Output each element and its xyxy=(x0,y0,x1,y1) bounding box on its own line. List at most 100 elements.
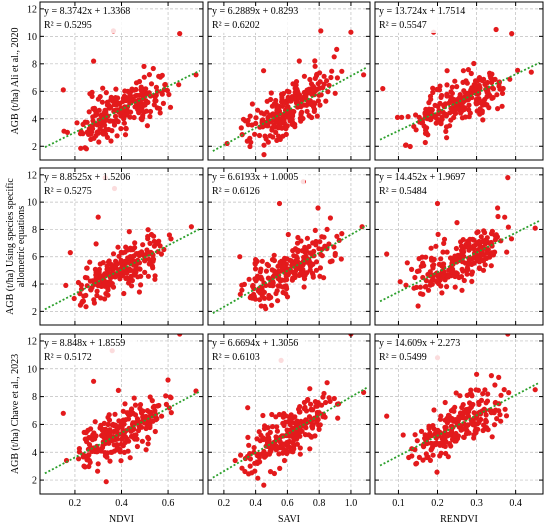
data-point xyxy=(430,423,436,429)
r2-label: R² = 0.6202 xyxy=(212,20,260,31)
data-point xyxy=(257,269,263,275)
data-point xyxy=(272,270,278,276)
data-point xyxy=(490,252,496,258)
data-point xyxy=(437,83,443,89)
data-point xyxy=(478,234,484,240)
data-point xyxy=(277,444,283,450)
data-point xyxy=(426,108,432,115)
data-point xyxy=(469,236,475,242)
data-point xyxy=(304,108,310,114)
data-point xyxy=(444,249,450,255)
data-point xyxy=(241,281,247,287)
data-point xyxy=(329,68,335,74)
data-point xyxy=(480,117,486,123)
data-point xyxy=(328,74,334,81)
data-point xyxy=(334,233,340,239)
data-point xyxy=(296,409,302,415)
data-point xyxy=(131,114,137,121)
point-group xyxy=(224,28,367,158)
data-point xyxy=(436,87,443,93)
data-point xyxy=(122,434,129,440)
data-point xyxy=(403,282,409,288)
data-point xyxy=(119,262,125,268)
data-point xyxy=(141,63,147,69)
data-point xyxy=(469,393,475,399)
data-point xyxy=(486,91,492,97)
data-point xyxy=(339,231,345,237)
data-point xyxy=(148,409,154,415)
data-point xyxy=(325,89,331,95)
data-point xyxy=(437,453,443,459)
data-point xyxy=(176,82,182,88)
data-point xyxy=(293,79,300,85)
y-tick-label: 10 xyxy=(27,198,37,209)
data-point xyxy=(420,442,426,448)
data-point xyxy=(484,239,490,245)
data-point xyxy=(323,399,329,406)
data-point xyxy=(468,70,474,77)
data-point xyxy=(256,286,262,292)
data-point xyxy=(474,230,480,236)
data-point xyxy=(126,229,132,235)
data-point xyxy=(265,432,271,438)
panel-r1-c0: y = 8.8525x + 1.5206 R² = 0.5275 2 4 6 8 10 12 xyxy=(27,167,204,326)
data-point xyxy=(90,114,96,120)
data-point xyxy=(466,114,472,120)
data-point xyxy=(252,131,258,137)
data-point xyxy=(99,426,105,432)
data-point xyxy=(255,475,261,481)
data-point xyxy=(141,74,147,80)
data-point xyxy=(139,438,145,444)
data-point xyxy=(122,401,128,407)
data-point xyxy=(115,244,121,250)
data-point xyxy=(83,430,89,436)
data-point xyxy=(294,86,300,92)
data-point xyxy=(482,96,488,102)
data-point xyxy=(261,426,268,432)
data-point xyxy=(131,395,137,401)
data-point xyxy=(122,269,128,275)
data-point xyxy=(188,224,194,230)
data-point xyxy=(60,410,66,416)
data-point xyxy=(483,400,489,406)
data-point xyxy=(489,85,495,91)
data-point xyxy=(319,253,325,259)
data-point xyxy=(259,258,265,264)
data-point xyxy=(131,87,137,93)
data-point xyxy=(433,120,439,126)
y-tick-label: 4 xyxy=(32,114,37,125)
data-point xyxy=(285,231,291,238)
data-point xyxy=(293,428,299,434)
data-point xyxy=(452,284,458,290)
data-point xyxy=(488,75,494,82)
data-point xyxy=(76,449,82,455)
data-point xyxy=(101,431,107,437)
data-point xyxy=(271,257,277,264)
data-point xyxy=(501,387,507,393)
data-point xyxy=(409,266,415,272)
data-point xyxy=(246,276,252,282)
data-point xyxy=(438,256,444,262)
data-point xyxy=(237,291,243,297)
data-point xyxy=(506,390,512,396)
data-point xyxy=(499,90,506,96)
data-point xyxy=(317,85,323,91)
data-point xyxy=(102,296,108,302)
data-point xyxy=(282,261,288,267)
data-point xyxy=(474,83,480,89)
data-point xyxy=(261,295,268,301)
data-point xyxy=(450,96,457,102)
data-point xyxy=(463,78,469,84)
equation-label: y = 8.8525x + 1.5206 xyxy=(44,172,130,183)
data-point xyxy=(293,258,299,264)
data-point xyxy=(122,88,128,94)
panel-frame xyxy=(374,1,544,161)
data-point xyxy=(78,145,84,151)
data-point xyxy=(95,96,101,102)
data-point xyxy=(434,469,440,475)
data-point xyxy=(283,447,289,454)
data-point xyxy=(74,120,80,126)
data-point xyxy=(444,284,450,290)
data-point xyxy=(412,432,418,438)
data-point xyxy=(83,292,89,298)
